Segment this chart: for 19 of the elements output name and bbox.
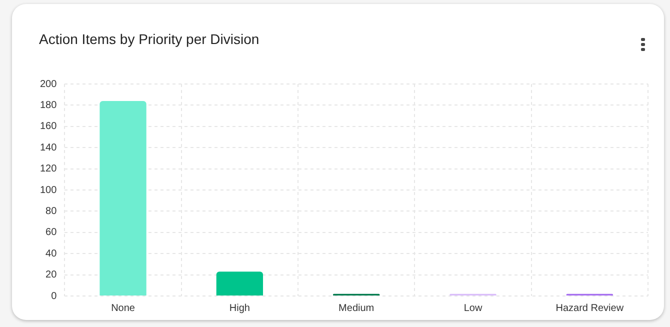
x-tick-label: Low [464,302,483,314]
y-tick-label: 0 [51,290,58,302]
y-tick-label: 20 [46,270,58,281]
y-tick-label: 80 [46,206,58,217]
bar [100,100,146,296]
x-tick-label: Medium [338,302,374,314]
y-tick-label: 100 [40,184,58,196]
y-tick-label: 200 [40,78,58,90]
chart-title: Action Items by Priority per Division [39,31,260,47]
bar [216,272,264,296]
x-tick-label: High [229,302,250,314]
y-tick-label: 60 [46,227,58,238]
y-tick-label: 160 [40,121,58,132]
y-tick-label: 180 [40,100,58,111]
y-tick-label: 140 [40,142,58,154]
x-tick-label: None [111,302,136,314]
y-tick-label: 40 [46,248,58,260]
x-tick-label: Hazard Review [556,302,624,314]
y-tick-label: 120 [40,164,58,175]
